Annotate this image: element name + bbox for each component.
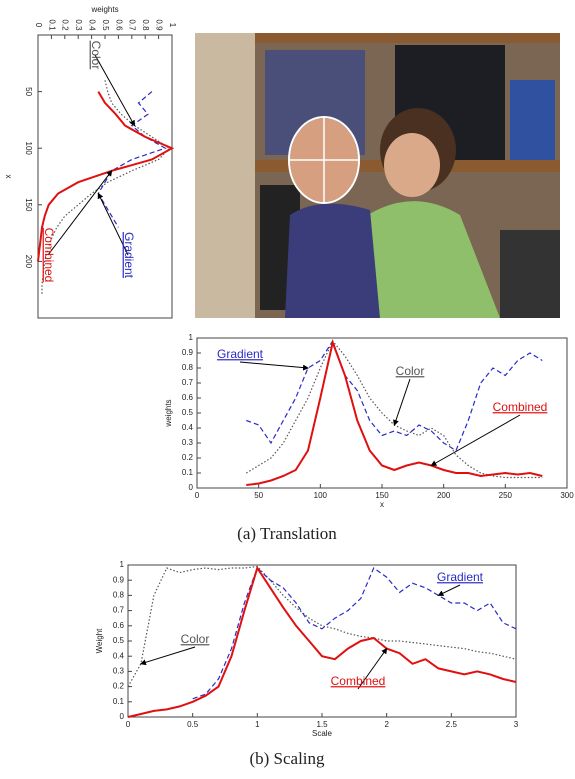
y-tick-label: 0.8 <box>182 363 194 372</box>
y-tick-label: 0.1 <box>182 468 194 477</box>
y-tick-label: 1 <box>189 333 194 342</box>
y-tick-label: 0 <box>120 712 125 721</box>
x-tick-label: 0.5 <box>187 720 199 729</box>
annotation-arrow <box>240 362 308 368</box>
y-tick-label: 0.3 <box>113 667 125 676</box>
page: 5010015020000.10.20.30.40.50.60.70.80.91… <box>0 0 575 779</box>
x-tick-label: 1 <box>255 720 260 729</box>
annotation-arrow <box>438 585 460 595</box>
y-tick-label: 0.4 <box>113 651 125 660</box>
annotation: Combined <box>493 400 548 414</box>
annotation-arrow <box>141 647 195 664</box>
x-tick-label: 100 <box>24 142 33 156</box>
x-tick-label: 250 <box>499 491 513 500</box>
x-axis-label: Scale <box>312 729 333 738</box>
x-tick-label: 150 <box>375 491 389 500</box>
series-line <box>38 92 172 262</box>
y-tick-label: 0.9 <box>113 575 125 584</box>
y-tick-label: 0 <box>34 23 43 28</box>
y-tick-label: 0.4 <box>182 423 194 432</box>
y-axis-label: Weight <box>95 628 104 654</box>
y-axis-label: weights <box>90 5 118 14</box>
y-tick-label: 0.5 <box>182 408 194 417</box>
y-tick-label: 0.7 <box>182 378 194 387</box>
x-tick-label: 50 <box>254 491 263 500</box>
annotation-arrow <box>394 379 410 425</box>
annotation-arrow <box>431 415 520 466</box>
series-line <box>42 80 169 295</box>
x-tick-label: 150 <box>24 198 33 212</box>
series-line <box>98 92 165 228</box>
y-tick-label: 0.1 <box>113 697 125 706</box>
y-tick-label: 0.2 <box>61 19 70 31</box>
x-tick-label: 200 <box>24 255 33 269</box>
annotation: Combined <box>331 674 386 688</box>
annotation: Combined <box>42 228 56 283</box>
x-tick-label: 2.5 <box>446 720 458 729</box>
annotation: Gradient <box>122 232 136 279</box>
y-tick-label: 0.5 <box>113 636 125 645</box>
y-tick-label: 0.6 <box>114 19 123 31</box>
annotation-arrow <box>48 171 112 255</box>
y-tick-label: 0.7 <box>128 19 137 31</box>
y-tick-label: 0.8 <box>141 19 150 31</box>
x-tick-label: 3 <box>514 720 519 729</box>
y-tick-label: 0.2 <box>113 682 125 691</box>
y-tick-label: 1 <box>120 560 125 569</box>
x-tick-label: 0 <box>195 491 200 500</box>
x-tick-label: 300 <box>560 491 574 500</box>
y-tick-label: 0.6 <box>182 393 194 402</box>
caption: (b) Scaling <box>249 749 325 768</box>
y-tick-label: 0.9 <box>182 348 194 357</box>
series-line <box>128 567 516 687</box>
y-tick-label: 0.9 <box>154 19 163 31</box>
y-tick-label: 1 <box>168 23 177 28</box>
annotation: Color <box>396 364 425 378</box>
y-tick-label: 0.1 <box>47 19 56 31</box>
x-tick-label: 50 <box>24 87 33 96</box>
series-line <box>246 341 542 451</box>
annotation: Gradient <box>437 570 484 584</box>
figure: 5010015020000.10.20.30.40.50.60.70.80.91… <box>0 0 575 774</box>
y-tick-label: 0.3 <box>74 19 83 31</box>
x-axis-label: x <box>380 500 384 509</box>
y-tick-label: 0.2 <box>182 453 194 462</box>
x-tick-label: 100 <box>314 491 328 500</box>
y-tick-label: 0 <box>189 483 194 492</box>
x-tick-label: 0 <box>126 720 131 729</box>
photo <box>195 33 560 318</box>
x-tick-label: 1.5 <box>316 720 328 729</box>
annotation: Color <box>89 41 103 70</box>
y-tick-label: 0.7 <box>113 606 125 615</box>
x-tick-label: 2 <box>384 720 389 729</box>
y-tick-label: 0.4 <box>87 19 96 31</box>
annotation: Gradient <box>217 347 264 361</box>
y-tick-label: 0.3 <box>182 438 194 447</box>
x-axis-label: x <box>4 175 13 179</box>
caption: (a) Translation <box>237 524 337 543</box>
y-tick-label: 0.6 <box>113 621 125 630</box>
y-axis-label: weights <box>164 399 173 427</box>
y-tick-label: 0.8 <box>113 591 125 600</box>
annotation: Color <box>181 632 210 646</box>
plot-frame <box>38 35 172 318</box>
y-tick-label: 0.5 <box>101 19 110 31</box>
x-tick-label: 200 <box>437 491 451 500</box>
